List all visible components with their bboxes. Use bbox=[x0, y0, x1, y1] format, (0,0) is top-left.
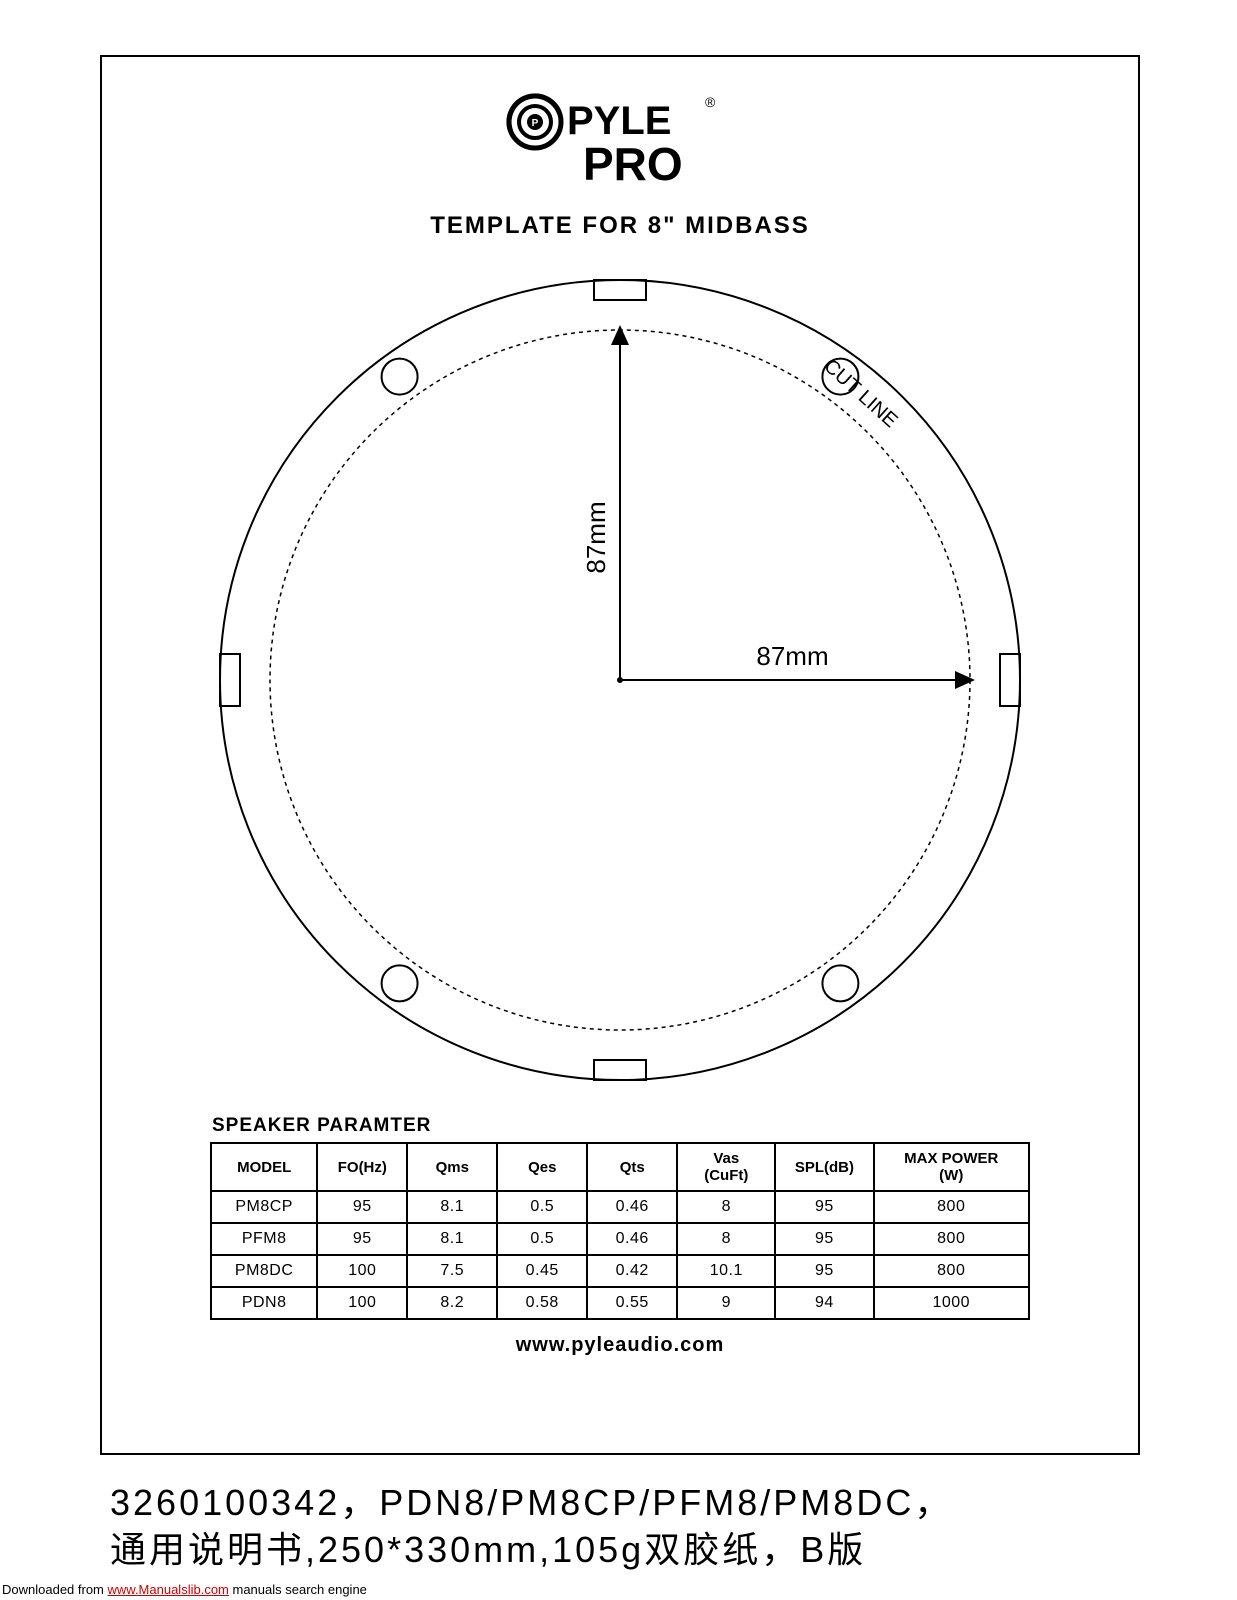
spec-table: MODELFO(Hz)QmsQesQtsVas(CuFt)SPL(dB)MAX … bbox=[210, 1142, 1030, 1320]
table-row: PFM8958.10.50.46895800 bbox=[211, 1223, 1029, 1255]
table-cell: PFM8 bbox=[211, 1223, 317, 1255]
table-cell: 94 bbox=[775, 1287, 873, 1319]
table-cell: 0.46 bbox=[587, 1191, 677, 1223]
table-cell: PM8CP bbox=[211, 1191, 317, 1223]
logo-line1: PYLE bbox=[567, 99, 671, 143]
col-header: FO(Hz) bbox=[317, 1143, 407, 1191]
table-cell: 9 bbox=[677, 1287, 775, 1319]
table-cell: PM8DC bbox=[211, 1255, 317, 1287]
col-header: Qts bbox=[587, 1143, 677, 1191]
table-cell: PDN8 bbox=[211, 1287, 317, 1319]
page-title: TEMPLATE FOR 8" MIDBASS bbox=[102, 212, 1138, 240]
website-url: www.pyleaudio.com bbox=[102, 1334, 1138, 1357]
table-cell: 7.5 bbox=[407, 1255, 497, 1287]
svg-text:87mm: 87mm bbox=[581, 501, 611, 573]
table-row: PM8DC1007.50.450.4210.195800 bbox=[211, 1255, 1029, 1287]
table-cell: 0.5 bbox=[497, 1191, 587, 1223]
table-cell: 95 bbox=[775, 1223, 873, 1255]
download-link[interactable]: www.Manualslib.com bbox=[108, 1582, 229, 1597]
table-cell: 800 bbox=[874, 1223, 1029, 1255]
col-header: SPL(dB) bbox=[775, 1143, 873, 1191]
table-cell: 0.42 bbox=[587, 1255, 677, 1287]
logo: P PYLE ® PRO bbox=[102, 92, 1138, 202]
table-cell: 0.45 bbox=[497, 1255, 587, 1287]
logo-line2: PRO bbox=[583, 138, 683, 190]
table-cell: 95 bbox=[317, 1223, 407, 1255]
table-cell: 0.58 bbox=[497, 1287, 587, 1319]
logo-reg: ® bbox=[705, 94, 716, 110]
col-header: Vas(CuFt) bbox=[677, 1143, 775, 1191]
page-frame: P PYLE ® PRO TEMPLATE FOR 8" MIDBASS 87m… bbox=[100, 55, 1140, 1455]
table-cell: 95 bbox=[775, 1255, 873, 1287]
table-cell: 8 bbox=[677, 1191, 775, 1223]
table-cell: 100 bbox=[317, 1287, 407, 1319]
table-row: PM8CP958.10.50.46895800 bbox=[211, 1191, 1029, 1223]
table-title: SPEAKER PARAMTER bbox=[212, 1115, 1138, 1137]
table-cell: 800 bbox=[874, 1191, 1029, 1223]
table-cell: 800 bbox=[874, 1255, 1029, 1287]
table-cell: 8.1 bbox=[407, 1191, 497, 1223]
speaker-template: 87mm 87mm CUT LINE bbox=[200, 260, 1040, 1100]
download-pre: Downloaded from bbox=[2, 1582, 108, 1597]
footer-chinese: 3260100342，PDN8/PM8CP/PFM8/PM8DC， 通用说明书,… bbox=[110, 1480, 953, 1574]
svg-text:P: P bbox=[532, 118, 539, 129]
download-notice: Downloaded from www.Manualslib.com manua… bbox=[2, 1582, 367, 1597]
col-header: MAX POWER(W) bbox=[874, 1143, 1029, 1191]
col-header: Qes bbox=[497, 1143, 587, 1191]
table-row: PDN81008.20.580.559941000 bbox=[211, 1287, 1029, 1319]
svg-text:CUT LINE: CUT LINE bbox=[819, 355, 901, 432]
table-cell: 8.1 bbox=[407, 1223, 497, 1255]
table-cell: 10.1 bbox=[677, 1255, 775, 1287]
table-cell: 8.2 bbox=[407, 1287, 497, 1319]
col-header: MODEL bbox=[211, 1143, 317, 1191]
table-cell: 0.46 bbox=[587, 1223, 677, 1255]
table-cell: 0.55 bbox=[587, 1287, 677, 1319]
download-post: manuals search engine bbox=[229, 1582, 367, 1597]
footer-line1: 3260100342，PDN8/PM8CP/PFM8/PM8DC， bbox=[110, 1480, 953, 1527]
footer-line2: 通用说明书,250*330mm,105g双胶纸，B版 bbox=[110, 1527, 953, 1574]
table-cell: 95 bbox=[317, 1191, 407, 1223]
col-header: Qms bbox=[407, 1143, 497, 1191]
table-cell: 8 bbox=[677, 1223, 775, 1255]
svg-text:87mm: 87mm bbox=[756, 641, 828, 671]
table-cell: 100 bbox=[317, 1255, 407, 1287]
table-cell: 1000 bbox=[874, 1287, 1029, 1319]
pyle-pro-logo: P PYLE ® PRO bbox=[505, 92, 735, 197]
table-cell: 95 bbox=[775, 1191, 873, 1223]
table-cell: 0.5 bbox=[497, 1223, 587, 1255]
